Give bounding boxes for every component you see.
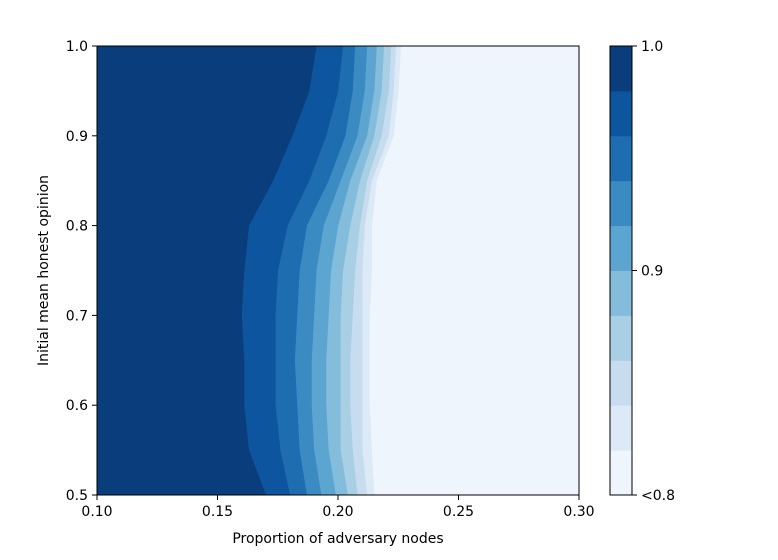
y-tick-label: 0.5 bbox=[66, 488, 88, 504]
x-tick-label: 0.30 bbox=[563, 504, 594, 520]
colorbar: <0.8 0.9 1.0 bbox=[609, 39, 675, 504]
x-tick-label: 0.20 bbox=[322, 504, 353, 520]
y-axis: 0.5 0.6 0.7 0.8 0.9 1.0 bbox=[66, 39, 97, 504]
x-tick-label: 0.25 bbox=[443, 504, 474, 520]
contour-fills bbox=[96, 45, 579, 496]
colorbar-tick-label: 0.9 bbox=[641, 264, 663, 280]
colorbar-segment bbox=[610, 315, 632, 361]
y-tick-label: 0.9 bbox=[66, 129, 88, 145]
colorbar-segment bbox=[610, 360, 632, 406]
colorbar-segment bbox=[610, 180, 632, 227]
y-axis-label: Initial mean honest opinion bbox=[36, 175, 52, 366]
colorbar-tick-label: <0.8 bbox=[641, 488, 675, 504]
colorbar-segment bbox=[610, 135, 632, 182]
x-tick-label: 0.15 bbox=[202, 504, 233, 520]
y-tick-label: 0.8 bbox=[66, 219, 88, 235]
colorbar-segment bbox=[610, 90, 632, 137]
y-tick-label: 1.0 bbox=[66, 39, 88, 55]
x-axis: 0.10 0.15 0.20 0.25 0.30 bbox=[81, 495, 595, 520]
colorbar-segment bbox=[610, 225, 632, 271]
colorbar-segment bbox=[610, 46, 632, 92]
colorbar-segment bbox=[610, 450, 632, 496]
colorbar-tick-label: 1.0 bbox=[641, 39, 663, 55]
colorbar-segment bbox=[610, 405, 632, 451]
y-tick-label: 0.7 bbox=[66, 308, 88, 324]
x-axis-label: Proportion of adversary nodes bbox=[232, 531, 443, 547]
y-tick-label: 0.6 bbox=[66, 398, 88, 414]
x-tick-label: 0.10 bbox=[81, 504, 112, 520]
colorbar-segment bbox=[610, 270, 632, 316]
contour-band-9 bbox=[96, 45, 317, 496]
